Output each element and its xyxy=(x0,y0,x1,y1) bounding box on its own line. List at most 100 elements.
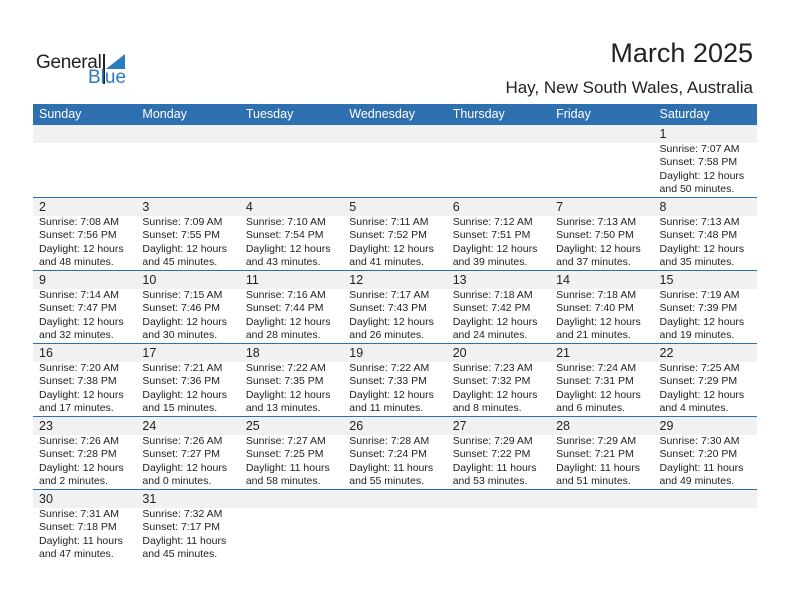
day-cell: 23 Sunrise: 7:26 AM Sunset: 7:28 PM Dayligh… xyxy=(33,417,136,489)
day-number: 6 xyxy=(452,200,460,214)
sunrise-text: Sunrise: 7:23 AM xyxy=(452,362,533,374)
sunset-text: Sunset: 7:35 PM xyxy=(245,375,324,388)
day-cell: 18 Sunrise: 7:22 AM Sunset: 7:35 PM Dayligh… xyxy=(240,344,343,416)
sunrise-text: Sunrise: 7:28 AM xyxy=(349,435,430,447)
sunrise-text: Sunrise: 7:32 AM xyxy=(142,508,223,520)
day-number: 27 xyxy=(452,419,467,433)
sunset-text: Sunset: 7:46 PM xyxy=(142,302,221,315)
day-number: 11 xyxy=(245,273,259,287)
day-number-strip xyxy=(33,344,757,362)
day-cell: 19 Sunrise: 7:22 AM Sunset: 7:33 PM Dayligh… xyxy=(343,344,446,416)
empty-cell xyxy=(447,125,550,197)
daylight-minutes-text: and 41 minutes. xyxy=(349,256,424,269)
daylight-minutes-text: and 4 minutes. xyxy=(659,402,729,415)
logo: General Blue xyxy=(36,52,131,88)
sunset-text: Sunset: 7:17 PM xyxy=(142,521,221,534)
sunset-text: Sunset: 7:39 PM xyxy=(659,302,738,315)
daylight-minutes-text: and 55 minutes. xyxy=(349,475,424,488)
sunset-text: Sunset: 7:36 PM xyxy=(142,375,221,388)
sunset-text: Sunset: 7:27 PM xyxy=(142,448,221,461)
day-cell: 6 Sunrise: 7:12 AM Sunset: 7:51 PM Daylight… xyxy=(447,198,550,270)
day-number: 9 xyxy=(39,273,46,287)
empty-cell xyxy=(550,125,653,197)
daylight-minutes-text: and 48 minutes. xyxy=(39,256,114,269)
daylight-minutes-text: and 30 minutes. xyxy=(142,329,218,342)
day-number: 24 xyxy=(142,419,157,433)
daylight-minutes-text: and 35 minutes. xyxy=(659,256,735,269)
day-cell: 28 Sunrise: 7:29 AM Sunset: 7:21 PM Dayligh… xyxy=(550,417,653,489)
daylight-minutes-text: and 45 minutes. xyxy=(142,548,218,561)
weekday-tuesday: Tuesday xyxy=(245,107,294,121)
day-number: 5 xyxy=(349,200,357,214)
empty-cell xyxy=(550,490,653,563)
day-number: 20 xyxy=(452,346,467,360)
day-number: 13 xyxy=(452,273,467,287)
sunset-text: Sunset: 7:54 PM xyxy=(245,229,324,242)
daylight-minutes-text: and 24 minutes. xyxy=(452,329,528,342)
day-cell: 20 Sunrise: 7:23 AM Sunset: 7:32 PM Dayligh… xyxy=(447,344,550,416)
daylight-text: Daylight: 12 hours xyxy=(452,242,538,255)
day-cell: 30 Sunrise: 7:31 AM Sunset: 7:18 PM Dayligh… xyxy=(33,490,136,563)
day-number: 31 xyxy=(142,492,157,506)
daylight-text: Daylight: 12 hours xyxy=(659,388,745,401)
sunrise-text: Sunrise: 7:16 AM xyxy=(245,289,326,301)
daylight-text: Daylight: 12 hours xyxy=(245,242,331,255)
day-number: 7 xyxy=(556,200,564,214)
daylight-minutes-text: and 8 minutes. xyxy=(452,402,522,415)
daylight-minutes-text: and 58 minutes. xyxy=(245,475,321,488)
empty-cell xyxy=(343,490,446,563)
day-cell: 2 Sunrise: 7:08 AM Sunset: 7:56 PM Daylight… xyxy=(33,198,136,270)
weekday-thursday: Thursday xyxy=(452,107,505,121)
day-cell: 8 Sunrise: 7:13 AM Sunset: 7:48 PM Daylight… xyxy=(654,198,757,270)
day-number: 2 xyxy=(39,200,46,214)
day-number: 14 xyxy=(556,273,571,287)
day-number-strip xyxy=(33,271,757,289)
day-number: 30 xyxy=(39,492,53,506)
sunrise-text: Sunrise: 7:08 AM xyxy=(39,216,119,228)
daylight-text: Daylight: 12 hours xyxy=(39,461,124,474)
sunrise-text: Sunrise: 7:26 AM xyxy=(142,435,223,447)
logo-bar xyxy=(103,54,105,84)
daylight-minutes-text: and 26 minutes. xyxy=(349,329,424,342)
location-subtitle: Hay, New South Wales, Australia xyxy=(505,78,753,97)
calendar-weeks: 1 Sunrise: 7:07 AM Sunset: 7:58 PM Daylight… xyxy=(33,125,757,563)
day-cell: 31 Sunrise: 7:32 AM Sunset: 7:17 PM Dayligh… xyxy=(136,490,239,563)
day-cell: 10 Sunrise: 7:15 AM Sunset: 7:46 PM Dayligh… xyxy=(136,271,239,343)
sunrise-text: Sunrise: 7:17 AM xyxy=(349,289,430,301)
daylight-minutes-text: and 32 minutes. xyxy=(39,329,114,342)
daylight-text: Daylight: 12 hours xyxy=(349,388,434,401)
sunrise-text: Sunrise: 7:20 AM xyxy=(39,362,119,374)
daylight-minutes-text: and 51 minutes. xyxy=(556,475,631,488)
daylight-minutes-text: and 47 minutes. xyxy=(39,548,114,561)
weekday-wednesday: Wednesday xyxy=(349,107,416,121)
sunrise-text: Sunrise: 7:30 AM xyxy=(659,435,740,447)
logo-triangle-icon xyxy=(106,54,125,69)
daylight-minutes-text: and 37 minutes. xyxy=(556,256,631,269)
day-cell: 1 Sunrise: 7:07 AM Sunset: 7:58 PM Daylight… xyxy=(654,125,757,197)
sunset-text: Sunset: 7:25 PM xyxy=(245,448,324,461)
day-number-strip xyxy=(33,490,757,508)
sunrise-text: Sunrise: 7:19 AM xyxy=(659,289,740,301)
day-cell: 26 Sunrise: 7:28 AM Sunset: 7:24 PM Dayligh… xyxy=(343,417,446,489)
day-cell: 4 Sunrise: 7:10 AM Sunset: 7:54 PM Daylight… xyxy=(240,198,343,270)
daylight-text: Daylight: 12 hours xyxy=(452,388,538,401)
sunset-text: Sunset: 7:43 PM xyxy=(349,302,427,315)
sunrise-text: Sunrise: 7:29 AM xyxy=(452,435,533,447)
sunset-text: Sunset: 7:51 PM xyxy=(452,229,531,242)
weekday-monday: Monday xyxy=(142,107,187,121)
sunset-text: Sunset: 7:55 PM xyxy=(142,229,221,242)
daylight-minutes-text: and 39 minutes. xyxy=(452,256,528,269)
day-cell: 12 Sunrise: 7:17 AM Sunset: 7:43 PM Dayligh… xyxy=(343,271,446,343)
daylight-minutes-text: and 15 minutes. xyxy=(142,402,218,415)
sunset-text: Sunset: 7:48 PM xyxy=(659,229,738,242)
day-number: 10 xyxy=(142,273,157,287)
daylight-text: Daylight: 12 hours xyxy=(556,315,641,328)
sunrise-text: Sunrise: 7:18 AM xyxy=(556,289,637,301)
sunset-text: Sunset: 7:38 PM xyxy=(39,375,117,388)
sunrise-text: Sunrise: 7:22 AM xyxy=(245,362,326,374)
daylight-minutes-text: and 11 minutes. xyxy=(349,402,424,415)
empty-cell xyxy=(240,125,343,197)
day-number: 18 xyxy=(245,346,260,360)
daylight-text: Daylight: 11 hours xyxy=(452,461,537,474)
day-cell: 14 Sunrise: 7:18 AM Sunset: 7:40 PM Dayligh… xyxy=(550,271,653,343)
